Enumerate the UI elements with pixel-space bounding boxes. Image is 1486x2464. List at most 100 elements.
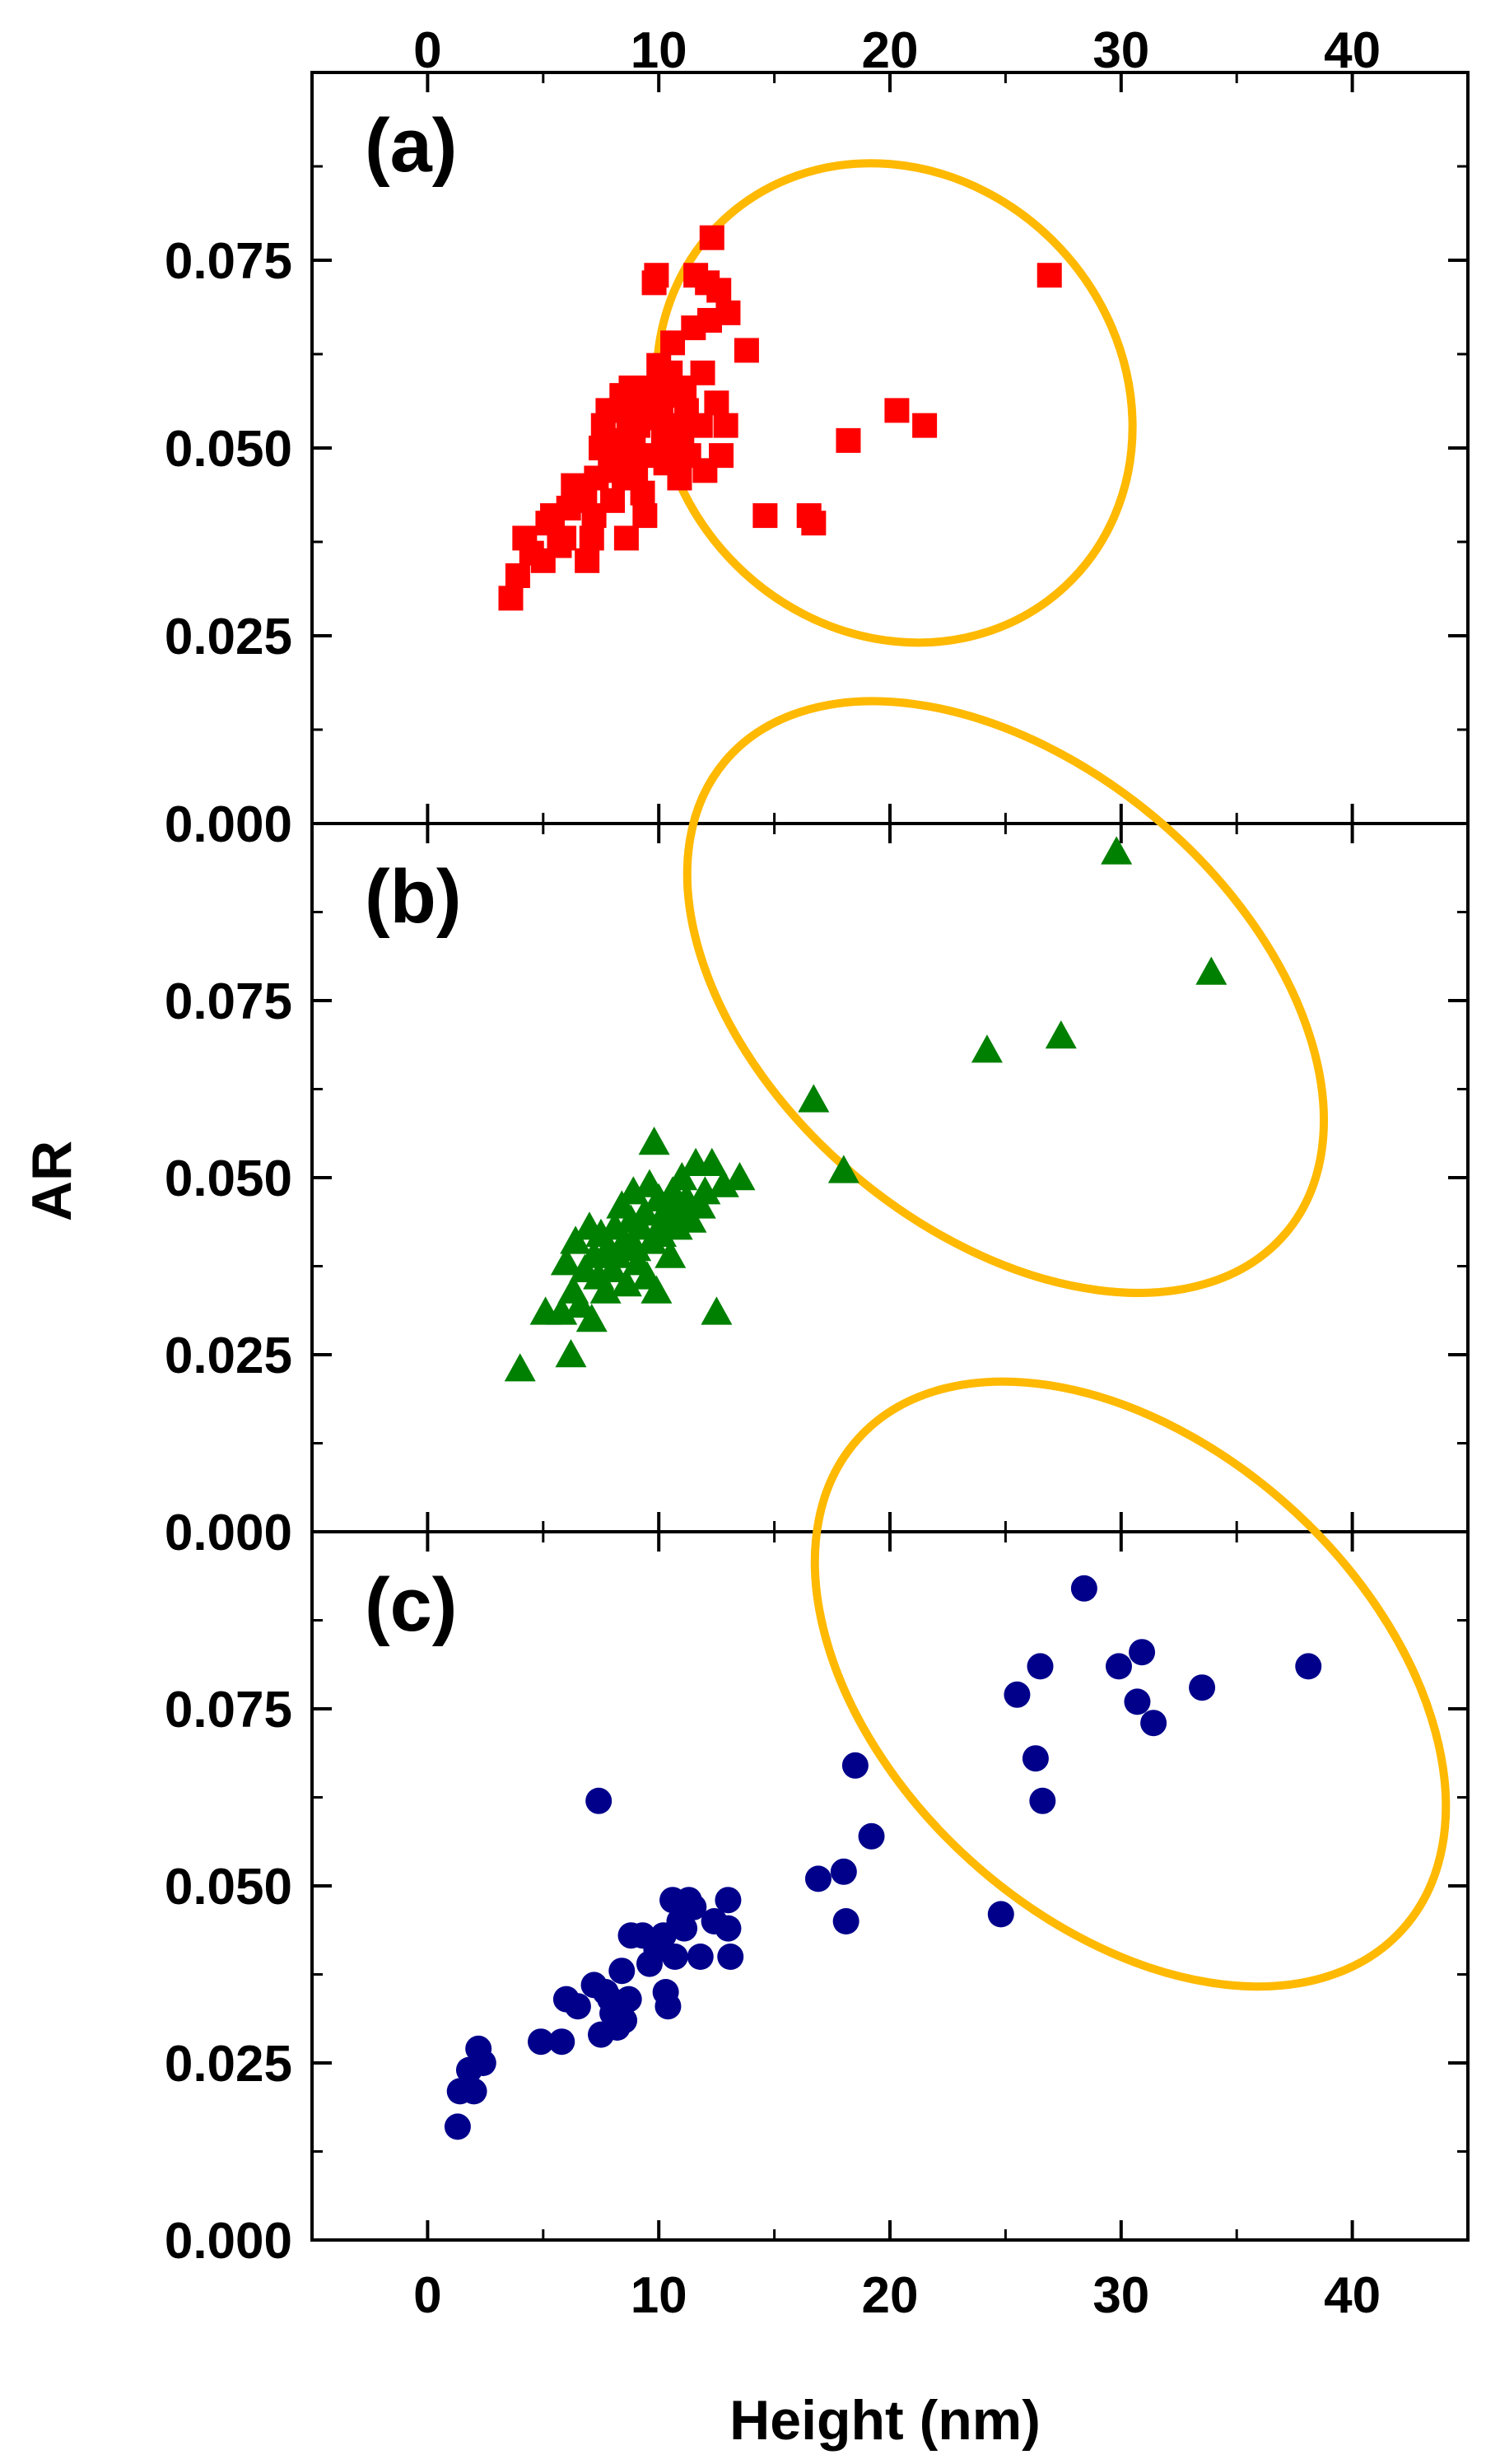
data-point-triangle [675, 1204, 707, 1233]
data-point-circle [654, 1993, 682, 2020]
data-point-circle [987, 1901, 1014, 1928]
data-point-circle [671, 1915, 698, 1942]
data-point-circle [615, 1986, 642, 2013]
data-point-triangle [555, 1339, 587, 1368]
data-point-triangle [504, 1353, 536, 1382]
data-point-circle [1004, 1681, 1031, 1708]
x-tick-label-top: 20 [862, 22, 919, 79]
data-point-square [613, 525, 639, 551]
data-point-square [575, 548, 600, 573]
data-point-circle [680, 1893, 707, 1920]
data-point-circle [841, 1752, 869, 1779]
x-tick-label-top: 10 [631, 22, 687, 79]
data-point-triangle [684, 1190, 716, 1219]
highlight-ellipse [810, 1377, 1451, 1991]
data-point-circle [1140, 1710, 1167, 1737]
data-point-circle [527, 2028, 554, 2056]
data-point-square [699, 225, 724, 250]
data-point-circle [830, 1858, 857, 1885]
data-point-square [630, 480, 655, 506]
data-point-circle [611, 2007, 638, 2034]
y-tick-label: 0.025 [165, 2036, 292, 2093]
data-point-circle [1029, 1787, 1056, 1814]
data-point-square [752, 503, 778, 529]
data-point-triangle [597, 1253, 629, 1282]
data-point-square [1036, 263, 1062, 288]
data-point-circle [804, 1865, 832, 1892]
x-tick-label-top: 30 [1092, 22, 1149, 79]
data-point-triangle [578, 1239, 610, 1268]
y-tick-label: 0.075 [165, 1682, 292, 1738]
highlight-ellipse [652, 159, 1137, 647]
data-point-triangle [661, 1211, 693, 1240]
data-point-triangle [546, 1296, 578, 1325]
panel-label: (b) [365, 855, 461, 939]
data-point-square [704, 390, 729, 416]
x-tick-label-top: 40 [1324, 22, 1381, 79]
data-point-square [644, 263, 669, 288]
y-tick-label: 0.075 [165, 233, 292, 290]
x-tick-label-bottom: 40 [1324, 2267, 1381, 2324]
x-tick-label-bottom: 30 [1092, 2267, 1149, 2324]
y-tick-label: 0.000 [165, 2213, 292, 2270]
data-point-circle [715, 1915, 742, 1942]
y-tick-label: 0.050 [165, 1150, 292, 1207]
data-point-circle [1105, 1653, 1132, 1680]
data-point-circle [444, 2113, 471, 2140]
x-tick-label-bottom: 20 [862, 2267, 919, 2324]
x-tick-label-bottom: 0 [413, 2267, 441, 2324]
data-point-circle [469, 2050, 496, 2076]
data-point-square [667, 465, 692, 491]
x-tick-label-top: 0 [413, 22, 441, 79]
y-tick-label: 0.000 [165, 1505, 292, 1561]
data-point-square [734, 338, 759, 363]
data-point-square [505, 563, 530, 589]
text-layer: Height (nm) AR 0.000 0.025 0.050 0.075 (a) 0.… [21, 22, 1381, 2452]
data-point-circle [1070, 1575, 1097, 1602]
data-point-triangle [707, 1169, 739, 1197]
data-point-triangle [666, 1162, 698, 1191]
data-point-circle [1129, 1639, 1156, 1666]
y-tick-label: 0.025 [165, 609, 292, 665]
data-point-circle [717, 1944, 744, 1970]
data-point-triangle [610, 1268, 642, 1297]
data-point-triangle [654, 1239, 687, 1268]
y-tick-label: 0.050 [165, 421, 292, 478]
plot-frame [310, 71, 1470, 2242]
data-point-square [836, 427, 861, 453]
data-point-triangle [575, 1304, 608, 1332]
data-point-triangle [798, 1084, 830, 1113]
data-point-square [713, 413, 738, 438]
data-point-circle [608, 1958, 636, 1985]
data-point-triangle [1101, 836, 1133, 865]
data-point-square [912, 413, 938, 438]
data-point-circle [460, 2078, 487, 2105]
panel-label: (c) [365, 1563, 457, 1647]
data-point-triangle [641, 1275, 673, 1304]
data-point-triangle [620, 1233, 652, 1262]
data-point-triangle [601, 1239, 633, 1268]
data-point-square [687, 413, 713, 438]
highlight-ellipse-layer [652, 159, 1451, 1991]
data-point-circle [1022, 1745, 1049, 1772]
data-point-triangle [617, 1176, 650, 1205]
data-point-triangle [589, 1275, 622, 1304]
marker-layer [444, 225, 1322, 2140]
data-point-triangle [689, 1176, 721, 1205]
data-point-square [632, 503, 658, 529]
data-point-triangle [550, 1247, 582, 1276]
data-point-square [660, 330, 686, 356]
data-point-circle [548, 2028, 575, 2056]
highlight-ellipse [682, 697, 1329, 1297]
data-point-circle [687, 1944, 714, 1970]
data-point-circle [564, 1993, 591, 2020]
y-tick-label: 0.025 [165, 1328, 292, 1384]
data-point-square [579, 525, 604, 551]
data-point-square [884, 398, 910, 423]
data-point-circle [585, 1787, 613, 1814]
y-tick-label: 0.050 [165, 1859, 292, 1916]
data-point-triangle [696, 1147, 728, 1176]
data-point-square [552, 525, 577, 551]
y-axis-title: AR [21, 1141, 83, 1221]
